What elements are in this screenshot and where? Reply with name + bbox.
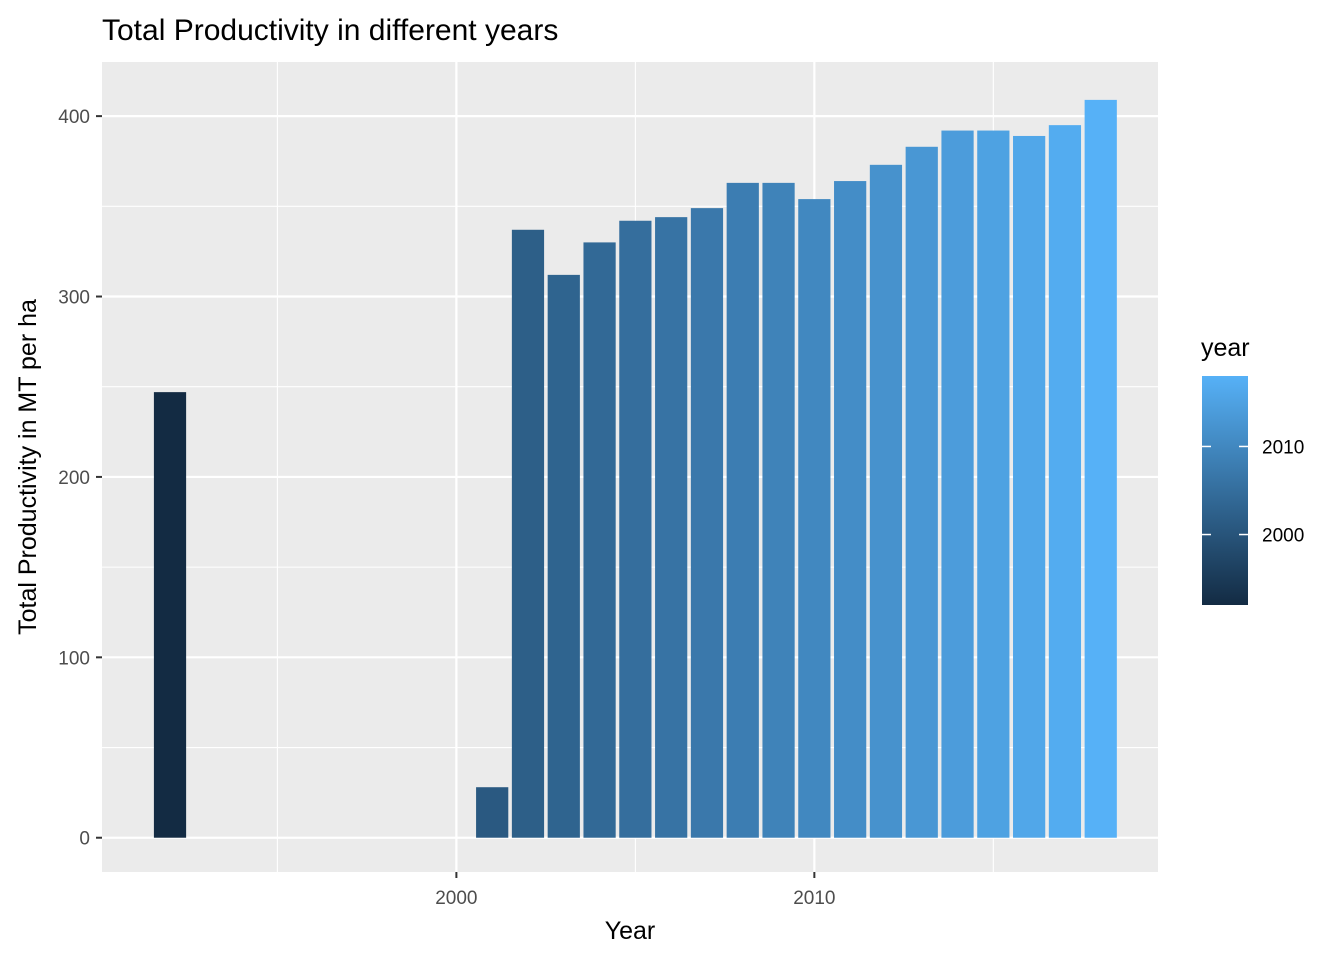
x-axis-title: Year (605, 917, 656, 945)
bar (619, 220, 652, 838)
legend-colorbar (1202, 376, 1248, 605)
x-tick-label: 2010 (793, 888, 835, 909)
bar (583, 242, 616, 838)
bar (476, 787, 509, 838)
bar (1084, 99, 1117, 838)
y-axis: 0 100 200 300 400 (58, 107, 102, 850)
y-tick-label: 200 (58, 468, 90, 489)
bar (834, 181, 867, 838)
bar (726, 182, 759, 838)
legend-tick-label: 2000 (1262, 526, 1304, 547)
bar (798, 199, 831, 838)
bar (905, 146, 938, 838)
legend-tick-label: 2010 (1262, 437, 1304, 458)
y-tick-label: 300 (58, 288, 90, 309)
bar (977, 130, 1010, 838)
y-tick-label: 100 (58, 648, 90, 669)
x-tick-label: 2000 (435, 888, 477, 909)
bar (153, 392, 187, 838)
bar (655, 217, 688, 838)
legend-title: year (1201, 334, 1250, 362)
legend: year 2000 2010 (1201, 334, 1304, 605)
bar (1048, 125, 1082, 838)
bar (511, 229, 545, 838)
bar (869, 164, 903, 838)
legend-ticks: 2000 2010 (1202, 437, 1304, 547)
bar (547, 274, 580, 838)
bar (941, 130, 974, 838)
bars (153, 99, 1117, 838)
chart-title: Total Productivity in different years (102, 14, 558, 47)
bar (1013, 135, 1046, 838)
y-tick-label: 0 (79, 829, 90, 850)
y-tick-label: 400 (58, 107, 90, 128)
y-axis-title: Total Productivity in MT per ha (14, 299, 42, 635)
x-axis: 2000 2010 (435, 872, 835, 909)
bar (690, 208, 724, 838)
bar (762, 182, 795, 838)
